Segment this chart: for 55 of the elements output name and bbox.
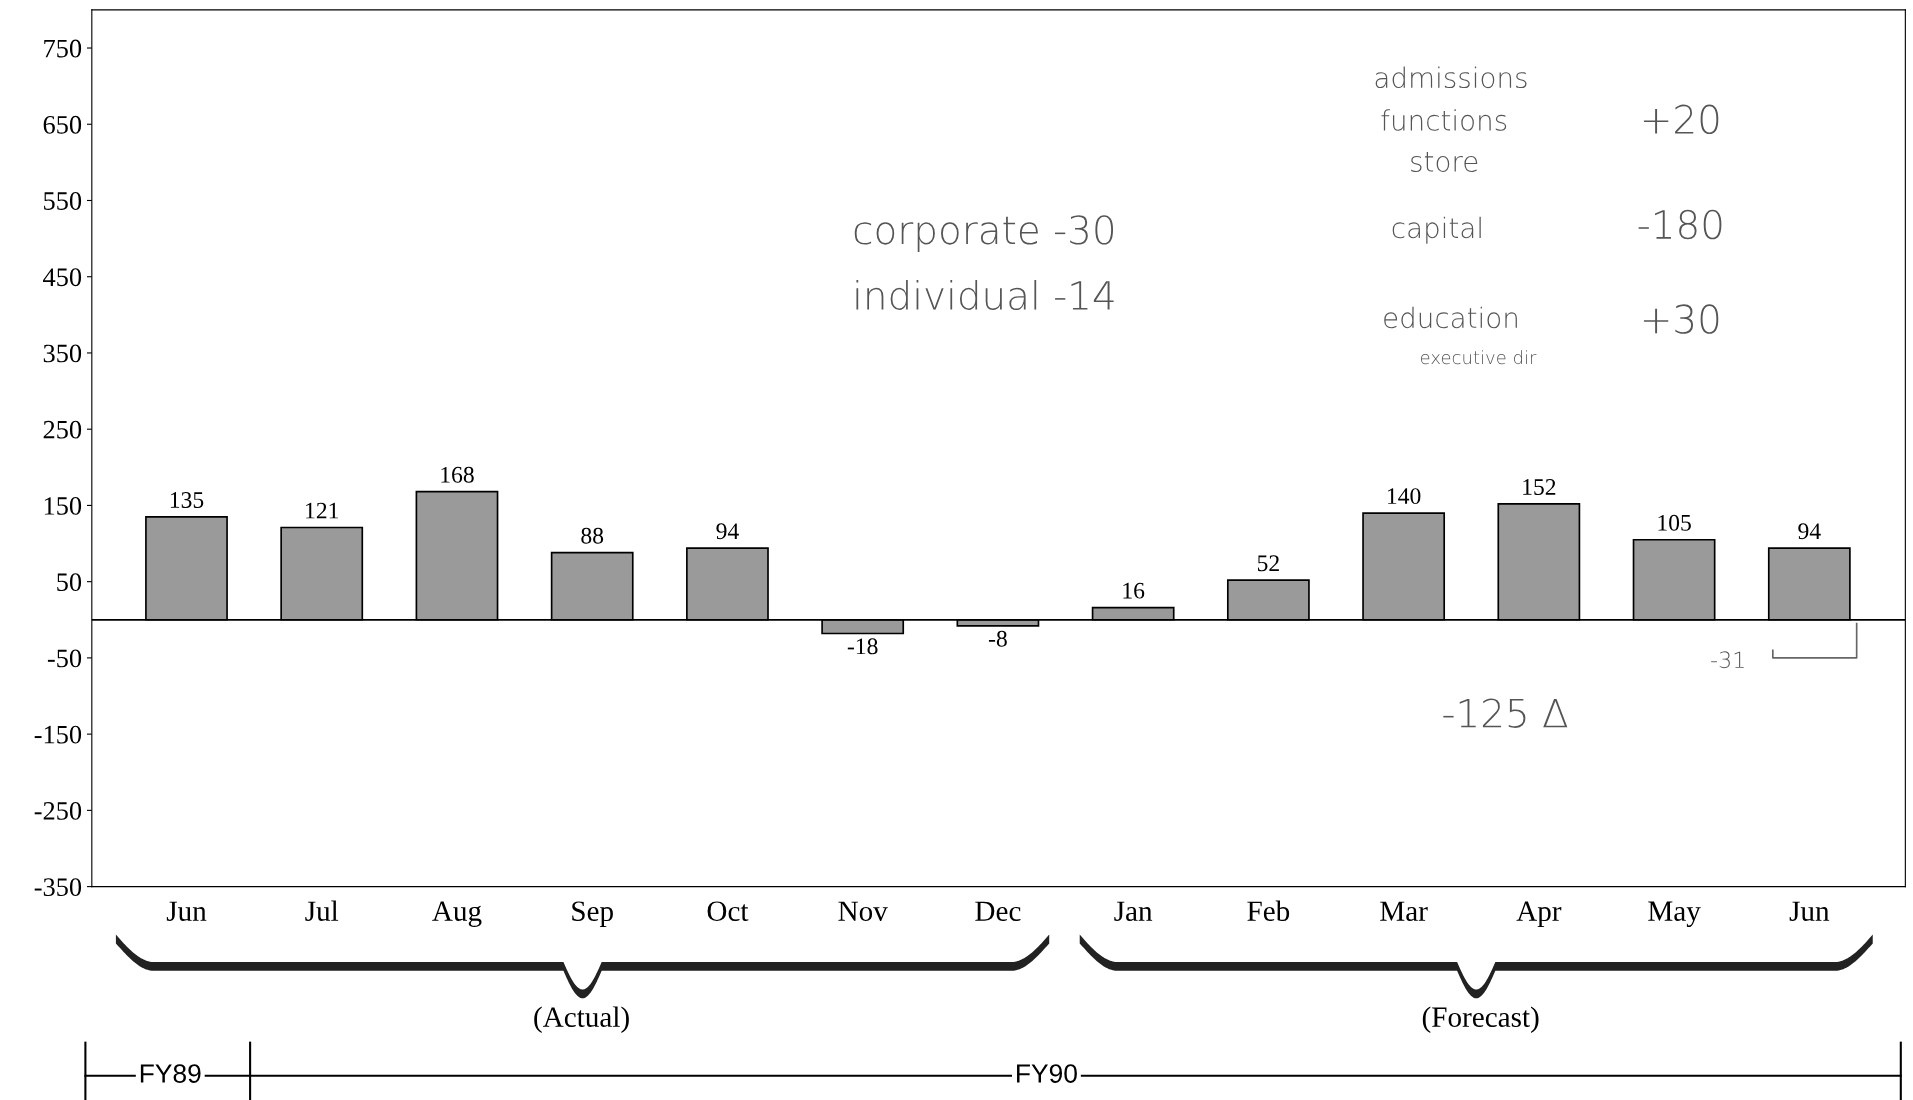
data-label: 94: [1798, 523, 1821, 540]
data-label: -8: [988, 630, 1007, 647]
y-tick-label: -350: [34, 878, 82, 897]
annotation: -31: [1711, 651, 1744, 669]
data-label: 94: [716, 523, 739, 540]
y-tick-label: 350: [43, 344, 82, 363]
annotation: education: [1384, 306, 1517, 329]
x-tick-label: Mar: [1380, 901, 1428, 922]
x-tick-label: Feb: [1247, 900, 1290, 922]
annotation: admissions: [1375, 66, 1527, 89]
data-label: 168: [441, 466, 474, 483]
annotation: -125 Δ: [1443, 698, 1568, 728]
y-tick-label: -150: [34, 725, 82, 744]
text: FY89: [140, 1064, 201, 1083]
x-tick-label: Nov: [838, 901, 888, 922]
data-label: -18: [847, 638, 878, 655]
x-tick-label: Oct: [707, 901, 749, 922]
data-label: 152: [1523, 479, 1556, 495]
data-label: 88: [581, 527, 604, 544]
annotation: corporate -30: [854, 215, 1114, 253]
x-tick-label: Aug: [432, 901, 482, 927]
x-tick-label: Jun: [166, 901, 207, 922]
text: (Forecast): [1422, 1006, 1539, 1033]
annotation: +30: [1643, 304, 1719, 334]
x-tick-label: May: [1648, 901, 1701, 927]
annotation: capital: [1392, 216, 1481, 244]
x-tick-label: Sep: [572, 901, 613, 927]
y-tick-label: 650: [43, 115, 82, 134]
x-tick-label: Apr: [1516, 901, 1562, 927]
y-tick-label: 450: [43, 268, 82, 287]
annotation: executive dir: [1420, 350, 1537, 365]
y-tick-label: -50: [47, 649, 82, 668]
text: (Actual): [534, 1006, 629, 1033]
y-tick-label: 150: [44, 497, 82, 515]
data-label: 121: [306, 502, 339, 519]
annotation: -180: [1638, 209, 1722, 240]
x-tick-label: Dec: [975, 901, 1021, 922]
y-tick-label: 550: [44, 192, 82, 210]
data-label: 140: [1387, 488, 1421, 505]
y-tick-label: 50: [57, 573, 82, 592]
y-tick-label: -250: [34, 801, 82, 820]
x-tick-label: Jul: [305, 900, 339, 922]
annotation: +20: [1643, 104, 1719, 135]
y-tick-label: 750: [44, 39, 82, 58]
annotation: store: [1411, 152, 1478, 173]
data-label: 135: [170, 492, 204, 508]
x-tick-label: Jan: [1114, 901, 1153, 922]
y-tick-label: 250: [43, 420, 82, 439]
annotation: functions: [1381, 109, 1507, 131]
annotation: individual -14: [856, 280, 1114, 311]
x-tick-label: Jun: [1789, 901, 1830, 922]
text: FY90: [1017, 1064, 1077, 1083]
data-label: 16: [1123, 582, 1145, 599]
data-label: 52: [1257, 555, 1279, 572]
data-label: 105: [1658, 514, 1691, 531]
